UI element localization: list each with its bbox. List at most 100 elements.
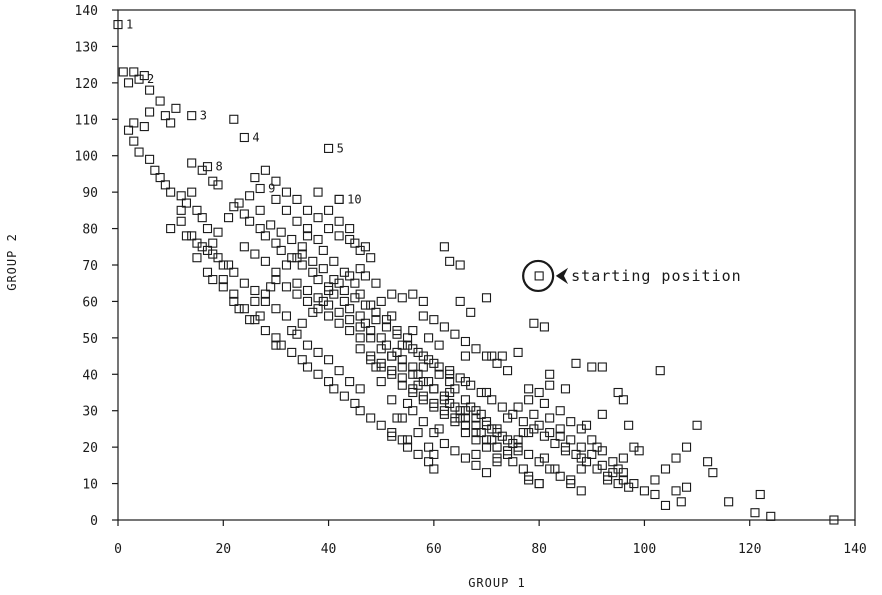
data-point: [439, 395, 449, 405]
point-label: 5: [337, 141, 344, 155]
data-point: [376, 344, 386, 354]
data-point: [418, 377, 428, 387]
data-point: [208, 249, 218, 259]
data-point: [150, 165, 160, 175]
data-point: [555, 431, 565, 441]
data-point: [576, 442, 586, 452]
arrow-icon: [555, 267, 569, 285]
y-tick-label: 40: [82, 368, 98, 383]
data-point: [576, 424, 586, 434]
data-point: [187, 231, 197, 241]
data-point: [260, 231, 270, 241]
data-point: [355, 264, 365, 274]
data-point: [503, 446, 513, 456]
data-point: [418, 311, 428, 321]
data-point: [397, 355, 407, 365]
data-point: [334, 307, 344, 317]
data-point: [587, 362, 597, 372]
data-point: [355, 311, 365, 321]
data-point: [334, 318, 344, 328]
data-point: [297, 260, 307, 270]
data-point: [245, 315, 255, 325]
data-point: [434, 369, 444, 379]
data-point: [524, 428, 534, 438]
data-point: [681, 482, 692, 492]
x-tick-label: 40: [321, 542, 337, 557]
y-tick-label: 20: [82, 441, 98, 456]
data-point: [503, 435, 513, 445]
data-point: [334, 216, 344, 226]
data-point: [397, 380, 407, 390]
y-tick-label: 100: [75, 150, 98, 165]
data-point: [587, 449, 597, 459]
data-point: [224, 260, 234, 270]
data-point: [418, 296, 428, 306]
data-point: [366, 413, 376, 423]
data-point: [429, 449, 439, 459]
data-point: [229, 114, 239, 124]
data-point: [329, 384, 339, 394]
data-point: [376, 296, 386, 306]
data-point: [302, 224, 313, 234]
data-point: [313, 213, 323, 223]
data-point: [302, 285, 313, 296]
data-point: [318, 264, 328, 274]
data-point: [366, 333, 376, 343]
data-point: [155, 173, 165, 183]
data-point: [255, 183, 265, 194]
data-point: [829, 515, 839, 525]
data-point: [387, 369, 397, 379]
data-point: [129, 136, 139, 146]
data-point: [455, 373, 465, 383]
data-point: [381, 315, 392, 325]
data-point: [618, 395, 628, 405]
data-point: [245, 191, 255, 201]
data-point: [302, 340, 313, 350]
data-point: [660, 464, 671, 474]
data-point: [402, 435, 413, 445]
data-point: [671, 453, 681, 463]
data-point: [481, 351, 492, 361]
data-point: [724, 497, 734, 507]
data-point: [408, 326, 418, 336]
data-point: [460, 406, 470, 416]
data-point: [313, 234, 323, 245]
y-tick-label: 120: [75, 77, 98, 92]
data-point: [608, 457, 618, 467]
data-point: [366, 355, 376, 365]
data-point: [366, 326, 376, 336]
data-point: [402, 442, 413, 452]
data-point: [339, 296, 349, 306]
data-point: [466, 380, 476, 390]
data-point: [266, 220, 276, 230]
data-point: [213, 227, 223, 237]
data-point: [324, 300, 334, 310]
data-point: [218, 282, 228, 292]
data-point: [555, 471, 565, 481]
data-point: [192, 205, 202, 215]
point-label: 10: [347, 192, 361, 206]
data-point: [113, 20, 123, 30]
data-point: [450, 329, 460, 339]
data-point: [345, 224, 355, 234]
data-point: [313, 304, 323, 314]
data-point: [460, 413, 470, 423]
data-point: [324, 143, 334, 153]
data-point: [613, 387, 623, 398]
data-point: [134, 74, 144, 84]
data-point: [460, 428, 470, 438]
data-point: [245, 216, 255, 226]
data-point: [381, 322, 392, 332]
data-point: [313, 293, 323, 303]
data-point: [250, 285, 260, 296]
data-point: [239, 209, 249, 219]
data-point: [424, 457, 434, 467]
data-point: [766, 511, 776, 521]
data-point: [534, 420, 544, 430]
x-tick-label: 140: [843, 542, 866, 557]
data-point: [629, 442, 639, 452]
data-point: [539, 431, 549, 441]
data-point: [466, 307, 476, 317]
x-tick-label: 120: [738, 542, 761, 557]
